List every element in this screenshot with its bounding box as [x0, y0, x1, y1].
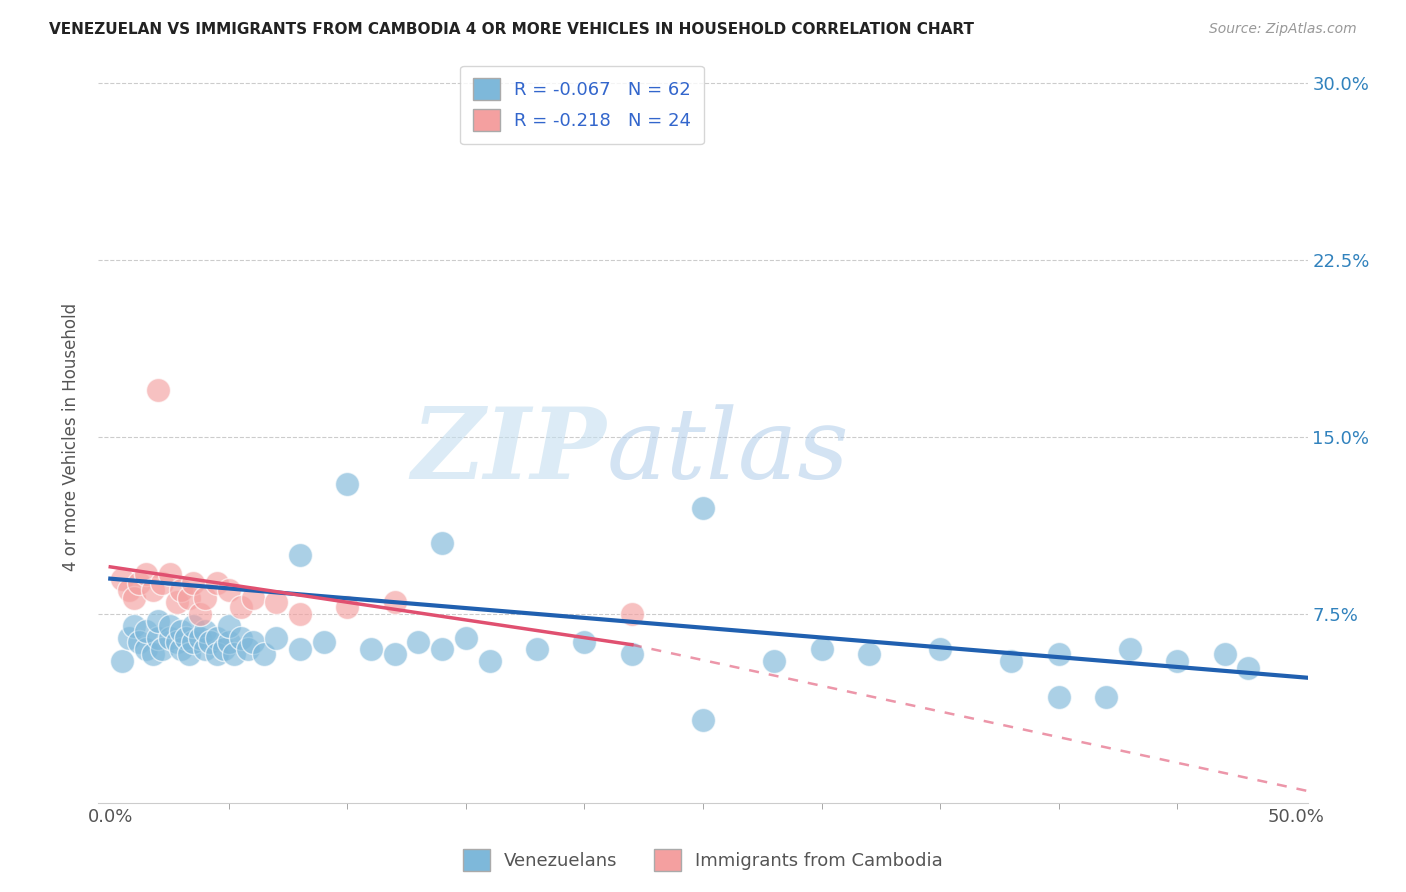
- Point: [122, 619, 145, 633]
- Y-axis label: 4 or more Vehicles in Household: 4 or more Vehicles in Household: [62, 303, 80, 571]
- Text: Source: ZipAtlas.com: Source: ZipAtlas.com: [1209, 22, 1357, 37]
- Point: [181, 576, 204, 591]
- Point: [360, 642, 382, 657]
- Point: [198, 635, 221, 649]
- Point: [170, 624, 193, 638]
- Point: [152, 642, 174, 657]
- Point: [384, 647, 406, 661]
- Point: [620, 607, 643, 621]
- Point: [135, 566, 157, 581]
- Point: [692, 500, 714, 515]
- Point: [146, 614, 169, 628]
- Point: [205, 631, 228, 645]
- Point: [190, 631, 212, 645]
- Point: [128, 635, 150, 649]
- Point: [174, 631, 197, 645]
- Text: ZIP: ZIP: [412, 403, 606, 500]
- Point: [166, 635, 188, 649]
- Point: [1047, 647, 1070, 661]
- Point: [135, 642, 157, 657]
- Point: [128, 576, 150, 591]
- Point: [288, 548, 311, 562]
- Point: [159, 631, 181, 645]
- Point: [1000, 654, 1022, 668]
- Point: [1237, 661, 1260, 675]
- Point: [118, 631, 141, 645]
- Point: [229, 631, 252, 645]
- Point: [177, 647, 200, 661]
- Point: [763, 654, 786, 668]
- Point: [118, 583, 141, 598]
- Point: [229, 599, 252, 614]
- Point: [288, 642, 311, 657]
- Point: [810, 642, 832, 657]
- Point: [264, 631, 287, 645]
- Legend: R = -0.067   N = 62, R = -0.218   N = 24: R = -0.067 N = 62, R = -0.218 N = 24: [460, 66, 704, 145]
- Text: atlas: atlas: [606, 404, 849, 500]
- Point: [242, 591, 264, 605]
- Point: [212, 642, 235, 657]
- Point: [408, 635, 430, 649]
- Point: [1213, 647, 1236, 661]
- Point: [1119, 642, 1142, 657]
- Point: [135, 624, 157, 638]
- Point: [166, 595, 188, 609]
- Point: [384, 595, 406, 609]
- Point: [205, 647, 228, 661]
- Point: [159, 619, 181, 633]
- Point: [194, 642, 217, 657]
- Point: [692, 713, 714, 727]
- Point: [1166, 654, 1188, 668]
- Point: [264, 595, 287, 609]
- Point: [152, 576, 174, 591]
- Point: [142, 583, 165, 598]
- Point: [574, 635, 596, 649]
- Point: [336, 477, 359, 491]
- Point: [181, 635, 204, 649]
- Point: [858, 647, 880, 661]
- Point: [312, 635, 335, 649]
- Point: [146, 383, 169, 397]
- Point: [242, 635, 264, 649]
- Point: [526, 642, 548, 657]
- Point: [236, 642, 259, 657]
- Point: [218, 583, 240, 598]
- Point: [177, 591, 200, 605]
- Point: [432, 642, 454, 657]
- Point: [181, 619, 204, 633]
- Point: [194, 624, 217, 638]
- Point: [1047, 690, 1070, 704]
- Point: [122, 591, 145, 605]
- Point: [205, 576, 228, 591]
- Point: [478, 654, 501, 668]
- Point: [142, 647, 165, 661]
- Point: [170, 583, 193, 598]
- Point: [336, 599, 359, 614]
- Point: [432, 536, 454, 550]
- Point: [194, 591, 217, 605]
- Point: [454, 631, 477, 645]
- Point: [218, 619, 240, 633]
- Point: [1095, 690, 1118, 704]
- Point: [253, 647, 276, 661]
- Point: [111, 654, 134, 668]
- Point: [929, 642, 952, 657]
- Point: [159, 566, 181, 581]
- Point: [288, 607, 311, 621]
- Point: [111, 572, 134, 586]
- Point: [190, 607, 212, 621]
- Point: [620, 647, 643, 661]
- Point: [146, 631, 169, 645]
- Text: VENEZUELAN VS IMMIGRANTS FROM CAMBODIA 4 OR MORE VEHICLES IN HOUSEHOLD CORRELATI: VENEZUELAN VS IMMIGRANTS FROM CAMBODIA 4…: [49, 22, 974, 37]
- Point: [170, 642, 193, 657]
- Point: [222, 647, 245, 661]
- Point: [218, 635, 240, 649]
- Legend: Venezuelans, Immigrants from Cambodia: Venezuelans, Immigrants from Cambodia: [456, 842, 950, 879]
